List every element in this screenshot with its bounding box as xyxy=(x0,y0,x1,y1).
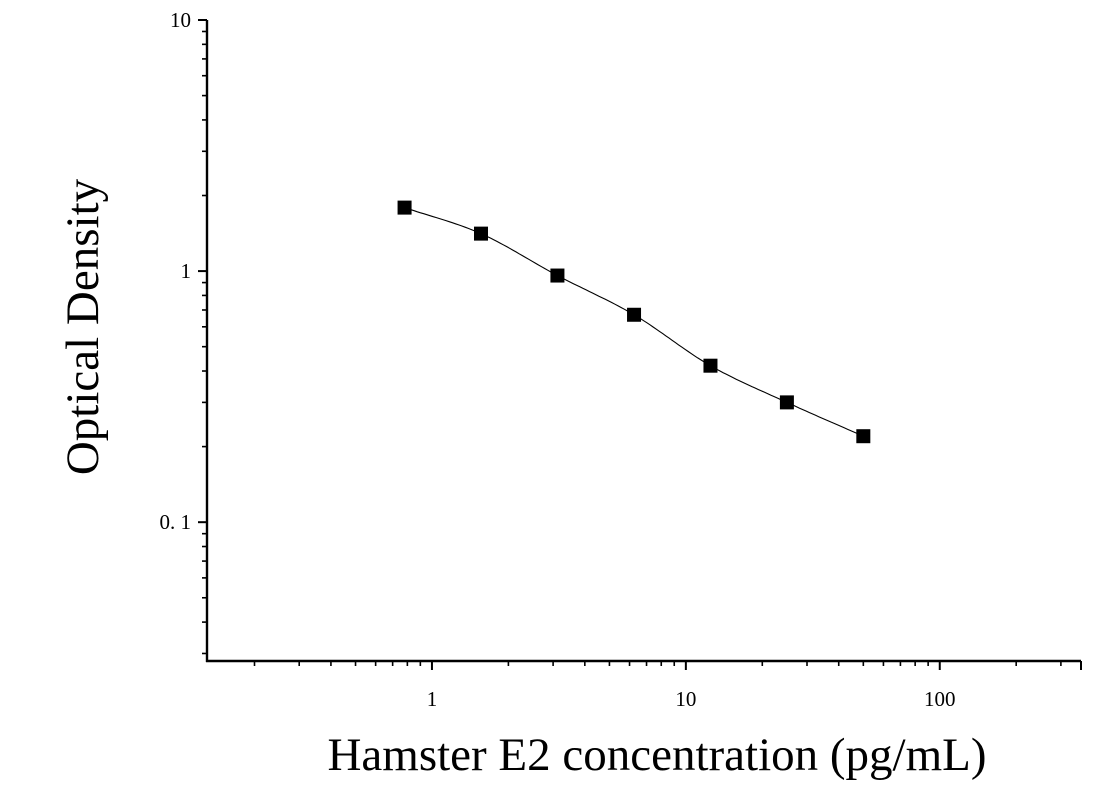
data-point-marker xyxy=(397,200,412,215)
x-axis-title: Hamster E2 concentration (pg/mL) xyxy=(327,729,986,781)
x-tick-label: 1 xyxy=(427,687,438,711)
data-point-marker xyxy=(779,395,794,410)
x-tick-label: 100 xyxy=(924,687,956,711)
data-point-marker xyxy=(703,358,718,373)
data-point-marker xyxy=(856,429,871,444)
y-tick-label: 10 xyxy=(170,8,191,32)
y-axis-title: Optical Density xyxy=(57,178,109,475)
axes xyxy=(205,20,1081,663)
data-points xyxy=(397,200,871,444)
fit-curve xyxy=(404,207,864,437)
ticks xyxy=(198,19,1082,670)
y-tick-label: 1 xyxy=(181,259,192,283)
y-tick-label: 0. 1 xyxy=(160,510,192,534)
x-tick-label: 10 xyxy=(675,687,696,711)
data-point-marker xyxy=(627,307,642,322)
tick-labels: 1 10 100 0. 1 1 10 xyxy=(160,8,956,711)
data-point-marker xyxy=(473,226,488,241)
data-point-marker xyxy=(550,268,565,283)
